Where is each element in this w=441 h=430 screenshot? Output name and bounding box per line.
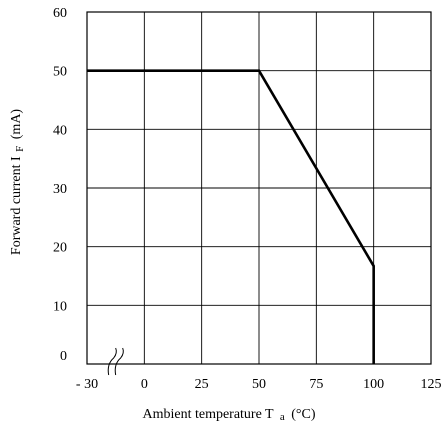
y-tick-label: 60 [53, 6, 67, 21]
x-axis-label-text: Ambient temperature T [142, 407, 274, 422]
y-tick-labels: 0 10 20 30 40 50 60 [53, 6, 67, 364]
y-tick-label: 0 [60, 349, 67, 364]
x-tick-label: 125 [421, 377, 441, 392]
x-axis-label-subscript: a [280, 411, 285, 423]
x-tick-label: 75 [309, 377, 323, 392]
grid [87, 12, 431, 364]
y-axis-label: Forward current I F (mA) [9, 109, 27, 256]
axis-break-marker [108, 348, 123, 375]
x-axis-label-unit: (°C) [291, 407, 316, 422]
x-tick-labels: - 30 0 25 50 75 100 125 [76, 377, 441, 392]
y-axis-label-text: Forward current I [9, 156, 24, 255]
y-tick-label: 40 [53, 123, 67, 138]
x-tick-label: 50 [252, 377, 266, 392]
x-tick-label: 25 [195, 377, 209, 392]
series-layer [87, 71, 374, 364]
x-tick-label: 0 [141, 377, 148, 392]
y-tick-label: 10 [53, 299, 67, 314]
y-tick-label: 20 [53, 241, 67, 256]
y-tick-label: 30 [53, 182, 67, 197]
y-tick-label: 50 [53, 65, 67, 80]
y-axis-label-unit: (mA) [9, 109, 24, 140]
x-tick-label: 100 [363, 377, 384, 392]
x-tick-label: - 30 [76, 377, 98, 392]
x-axis-label: Ambient temperature T a (°C) [142, 407, 315, 424]
y-axis-label-subscript: F [14, 146, 26, 152]
series-line [87, 71, 374, 364]
